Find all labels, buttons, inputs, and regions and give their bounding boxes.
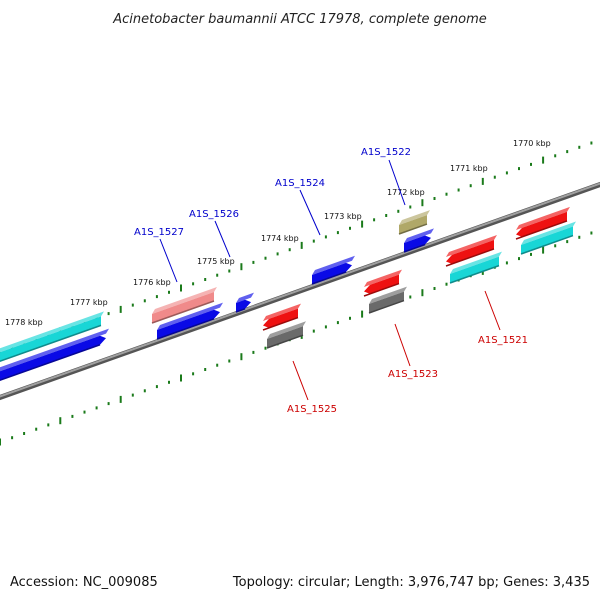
gene-A1S_1521a-feature bbox=[445, 234, 497, 267]
gene-label-A1S_1525: A1S_1525 bbox=[287, 404, 337, 415]
accession-text: Accession: NC_009085 bbox=[10, 575, 158, 590]
gene-labels: A1S_1522 A1S_1524 A1S_1526 A1S_1527 A1S_… bbox=[134, 147, 528, 415]
gene-A1S_1527-feature bbox=[151, 287, 217, 324]
gene-right-red-1 bbox=[515, 206, 570, 240]
gene-label-A1S_1523: A1S_1523 bbox=[388, 369, 438, 380]
scale-labels: 1770 kbp 1771 kbp 1772 kbp 1773 kbp 1774… bbox=[5, 139, 551, 327]
gene-label-A1S_1526: A1S_1526 bbox=[189, 209, 239, 220]
gene-A1S_1522-feature bbox=[398, 210, 430, 235]
gene-label-leaders bbox=[159, 159, 501, 401]
gene-right-cyan-1 bbox=[520, 221, 576, 255]
gene-A1S_1521b-feature bbox=[449, 251, 502, 284]
gene-A1S_1523b-feature bbox=[368, 286, 407, 314]
scale-label-1770: 1770 kbp bbox=[513, 139, 551, 148]
scale-label-1774: 1774 kbp bbox=[261, 234, 299, 243]
gene-A1S_1525-feature bbox=[262, 303, 301, 331]
gene-label-A1S_1524: A1S_1524 bbox=[275, 178, 325, 189]
scale-label-1778: 1778 kbp bbox=[5, 318, 43, 327]
gene-left-blue-1 bbox=[0, 328, 109, 382]
scale-label-1775: 1775 kbp bbox=[197, 257, 235, 266]
gene-features bbox=[0, 206, 576, 382]
scale-label-1772: 1772 kbp bbox=[387, 188, 425, 197]
scale-label-1777: 1777 kbp bbox=[70, 298, 108, 307]
gene-left-cyan-1 bbox=[0, 311, 104, 363]
gene-A1S_1522b-feature bbox=[403, 228, 434, 253]
gene-pseudo-blue-left bbox=[156, 302, 223, 340]
genome-summary-text: Topology: circular; Length: 3,976,747 bp… bbox=[232, 575, 590, 590]
gene-A1S_1523-feature bbox=[363, 269, 402, 297]
gene-label-A1S_1522: A1S_1522 bbox=[361, 147, 411, 158]
gene-A1S_1524-feature bbox=[311, 255, 355, 285]
gene-label-A1S_1521: A1S_1521 bbox=[478, 335, 528, 346]
scale-label-1771: 1771 kbp bbox=[450, 164, 488, 173]
scale-label-1776: 1776 kbp bbox=[133, 278, 171, 287]
gene-label-A1S_1527: A1S_1527 bbox=[134, 227, 184, 238]
gene-A1S_1525b-feature bbox=[266, 321, 306, 349]
map-title: Acinetobacter baumannii ATCC 17978, comp… bbox=[112, 12, 487, 27]
genome-backbone bbox=[0, 181, 600, 401]
scale-label-1773: 1773 kbp bbox=[324, 212, 362, 221]
gene-A1S_1526-feature bbox=[235, 292, 254, 313]
